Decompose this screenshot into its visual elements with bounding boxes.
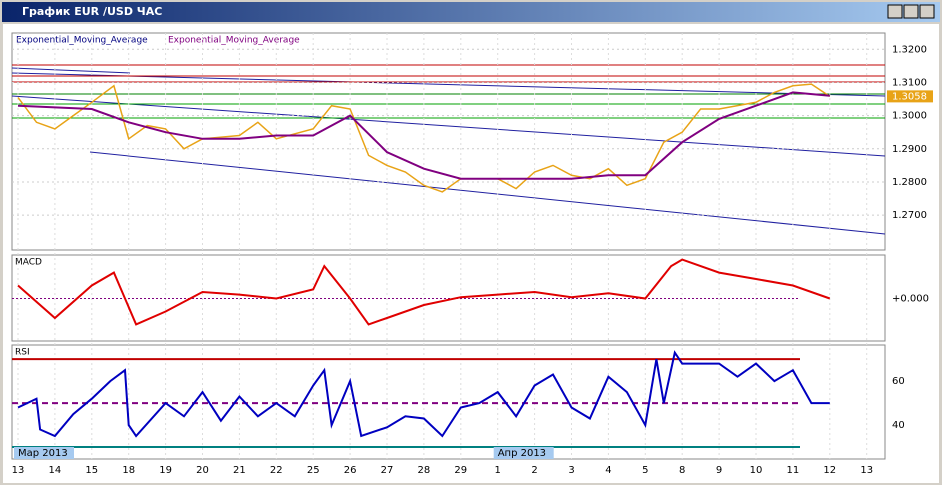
x-tick-label: 5 (642, 465, 648, 476)
y-tick-label: 1.2900 (892, 144, 927, 155)
month-label: Апр 2013 (498, 448, 546, 459)
x-tick-label: 15 (85, 465, 98, 476)
x-tick-label: 25 (307, 465, 320, 476)
y-tick-label: +0.000 (892, 294, 929, 305)
x-tick-label: 9 (716, 465, 722, 476)
price-line (17, 83, 831, 193)
y-tick-label: 1.3100 (892, 77, 927, 88)
x-tick-label: 8 (679, 465, 685, 476)
chart-area (3, 24, 939, 483)
x-tick-label: 29 (454, 465, 467, 476)
legend-a: Exponential_Moving_Average (16, 36, 148, 46)
y-tick-label: 1.3000 (892, 111, 927, 122)
macd-signal-line (17, 258, 831, 326)
y-tick-label: 1.2700 (892, 210, 927, 221)
x-tick-label: 27 (381, 465, 394, 476)
close-button[interactable] (919, 4, 935, 19)
x-tick-label: 1 (495, 465, 501, 476)
window-title: График EUR /USD ЧАС (22, 5, 162, 18)
x-tick-label: 21 (233, 465, 246, 476)
x-tick-label: 4 (605, 465, 611, 476)
x-tick-label: 14 (49, 465, 62, 476)
x-tick-label: 11 (787, 465, 800, 476)
y-tick-label: 60 (892, 376, 905, 387)
rsi-panel (11, 344, 886, 460)
x-tick-label: 10 (750, 465, 763, 476)
y-tick-label: 40 (892, 420, 905, 431)
x-tick-label: 12 (823, 465, 836, 476)
rsi-label: RSI (15, 348, 30, 358)
rsi-line (17, 350, 830, 438)
x-tick-label: 2 (531, 465, 537, 476)
x-tick-label: 19 (159, 465, 172, 476)
current-price-label: 1.3058 (892, 91, 927, 102)
x-tick-label: 18 (122, 465, 135, 476)
x-tick-label: 26 (344, 465, 357, 476)
price-panel (11, 32, 886, 251)
month-label: Мар 2013 (18, 448, 68, 459)
x-tick-label: 3 (568, 465, 574, 476)
x-tick-label: 13 (12, 465, 25, 476)
maximize-button[interactable] (903, 4, 919, 19)
minimize-button[interactable] (887, 4, 903, 19)
x-tick-label: 22 (270, 465, 283, 476)
x-tick-label: 13 (860, 465, 873, 476)
legend-b: Exponential_Moving_Average (168, 36, 300, 46)
current-price-box (887, 90, 933, 103)
macd-label: MACD (15, 258, 42, 268)
y-tick-label: 1.3200 (892, 44, 927, 55)
x-tick-label: 20 (196, 465, 209, 476)
x-tick-label: 28 (418, 465, 431, 476)
title-bar (2, 2, 940, 22)
month-box (14, 447, 74, 459)
y-tick-label: 1.2800 (892, 177, 927, 188)
ema-line (17, 91, 830, 180)
month-box (493, 447, 554, 459)
